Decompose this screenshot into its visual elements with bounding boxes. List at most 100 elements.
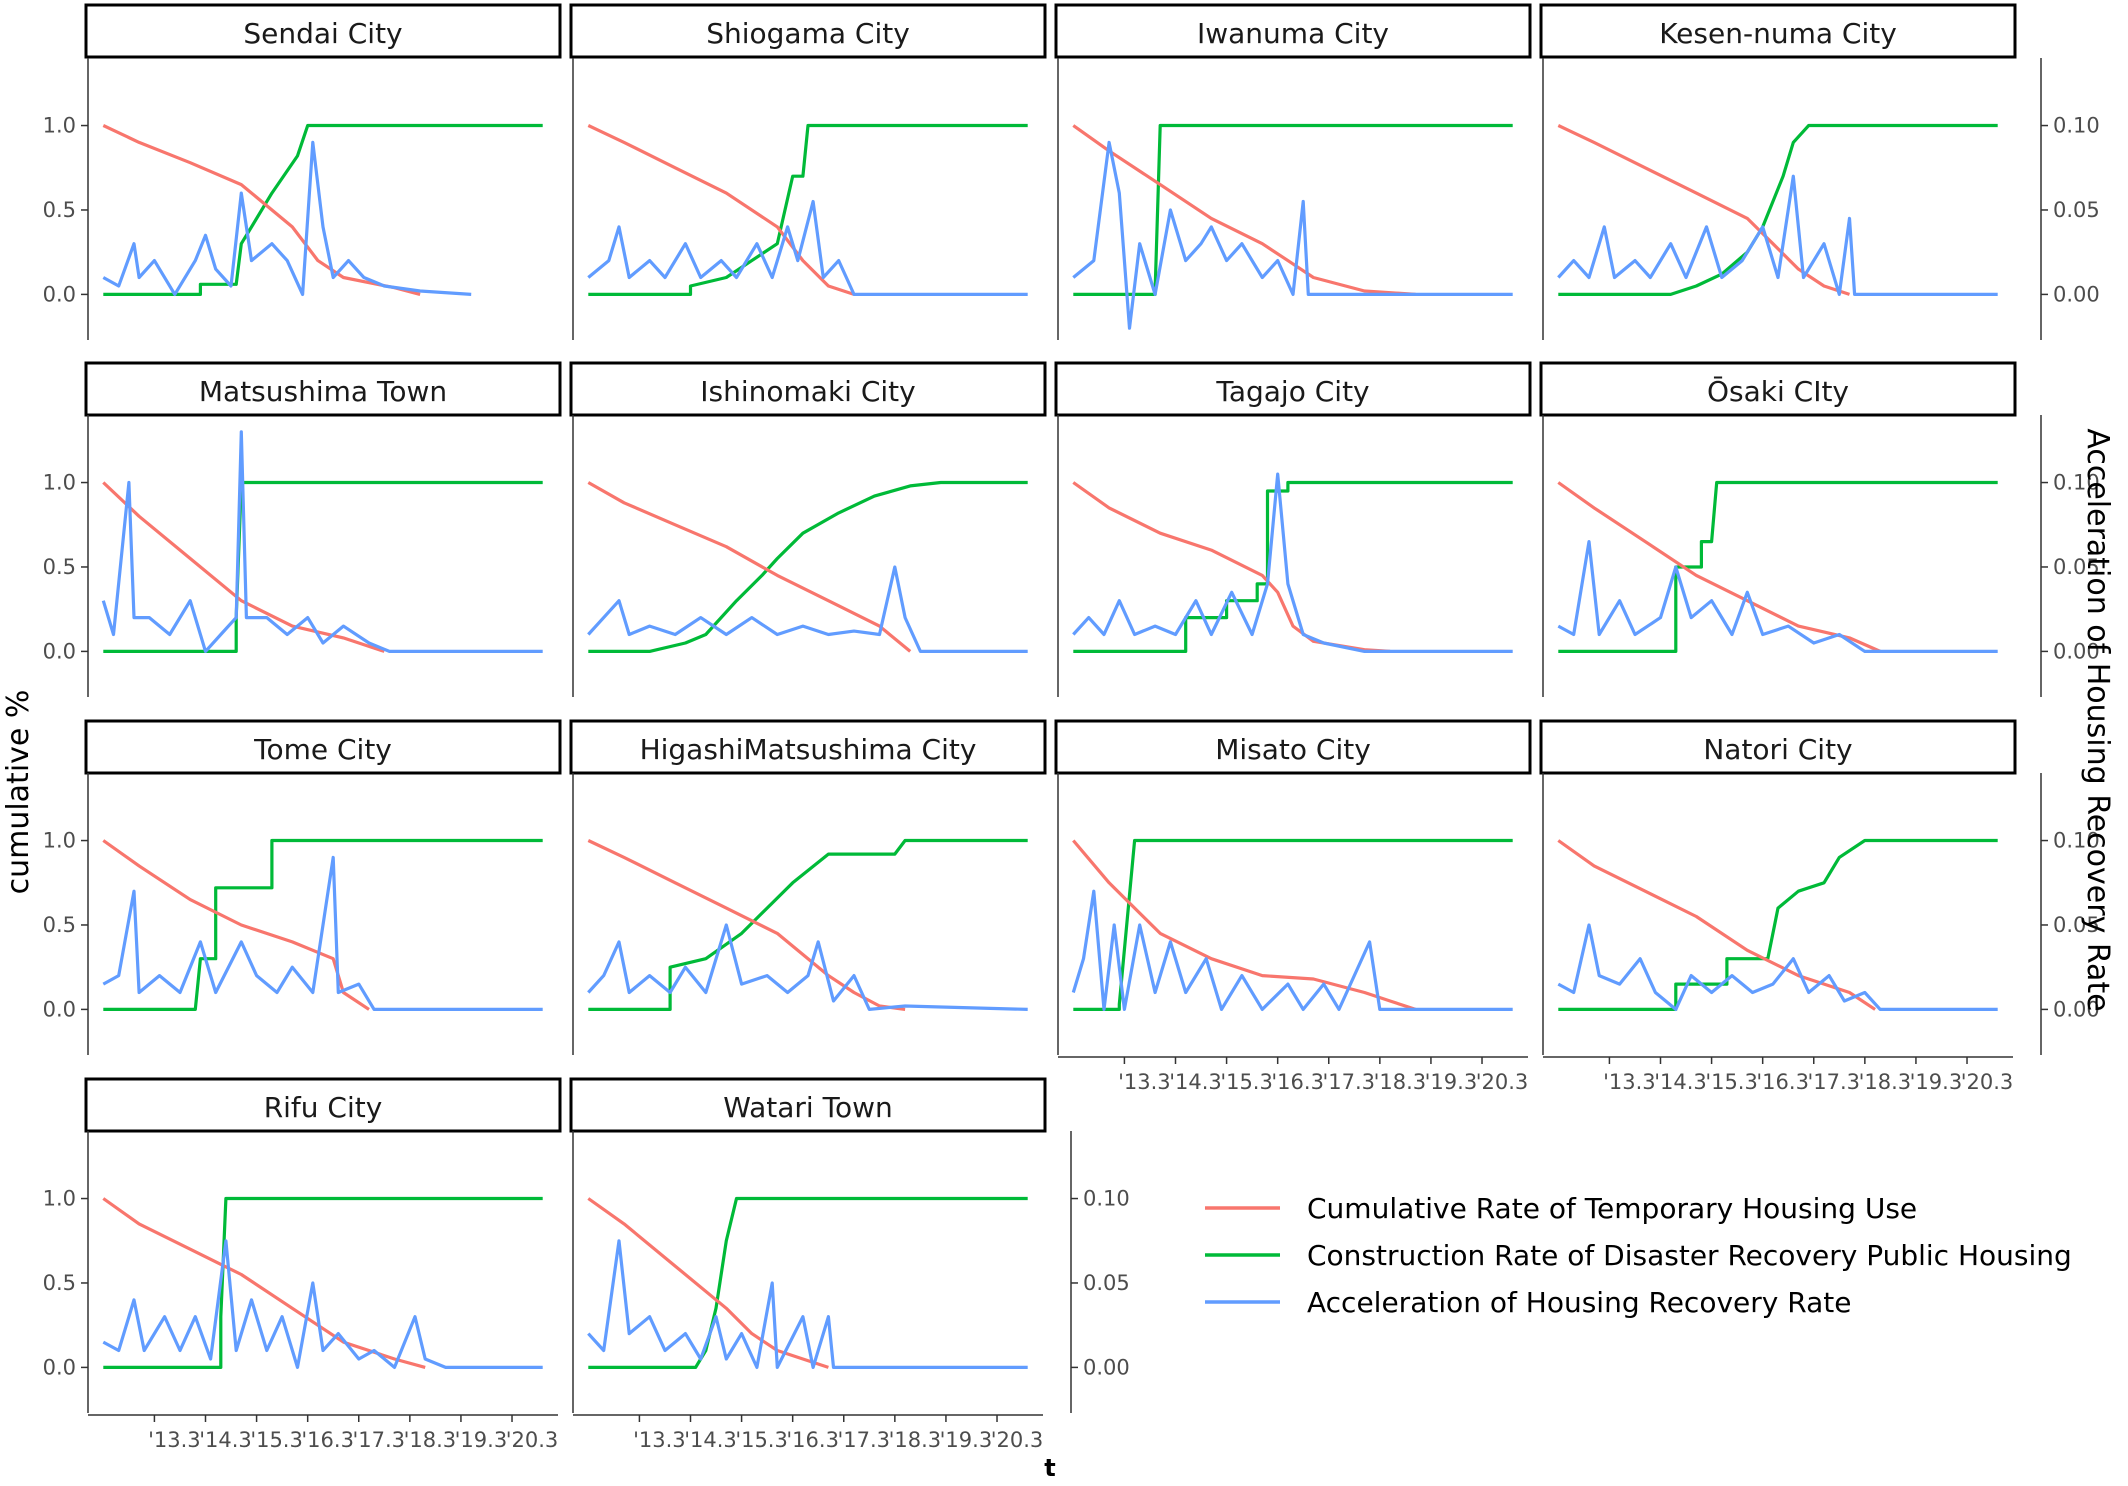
series-acceleration-line xyxy=(587,1239,1028,1369)
x-tick-label: '20.3 xyxy=(506,1428,559,1452)
y-left-tick-label: 0.0 xyxy=(43,639,76,663)
panel-strip xyxy=(84,361,562,417)
panel-strip xyxy=(569,3,1047,59)
series-cumulative-line xyxy=(587,839,906,1011)
series-acceleration-line xyxy=(587,923,1028,1011)
panel-6: Ishinomaki City xyxy=(569,361,1047,697)
series-acceleration-line xyxy=(1557,540,1998,653)
panel-14: Watari Town0.000.050.10'13.3'14.3'15.3'1… xyxy=(569,1077,1130,1452)
y-left-tick-label: 0.5 xyxy=(43,1271,76,1295)
series-cumulative-line xyxy=(102,1197,426,1369)
panel-strip xyxy=(569,361,1047,417)
x-tick-label: '19.3 xyxy=(940,1428,993,1452)
y-right-tick-label: 0.05 xyxy=(2053,555,2100,579)
y-axis-right-title: Acceleration of Housing Recovery Rate xyxy=(2080,428,2115,1011)
series-construction-line xyxy=(588,480,1028,653)
panel-strip xyxy=(569,719,1047,775)
series-cumulative-line xyxy=(587,124,855,296)
legend-label-construction: Construction Rate of Disaster Recovery P… xyxy=(1307,1239,2072,1272)
series-acceleration-line xyxy=(102,855,543,1011)
series-acceleration-line xyxy=(587,565,1028,653)
panel-9: Tome City 0.0 0.5 1.0 xyxy=(43,719,562,1055)
panel-title: Ōsaki CIty xyxy=(1707,374,1849,408)
series-acceleration-line xyxy=(587,199,1028,296)
panel-2: Shiogama City xyxy=(569,3,1047,340)
series-construction-line xyxy=(1073,123,1513,296)
series-construction-line xyxy=(103,1196,543,1369)
panel-13: Rifu City0.00.51.0'13.3'14.3'15.3'16.3'1… xyxy=(43,1077,562,1452)
panel-5: Matsushima Town 0.0 0.5 1.0 xyxy=(43,361,562,697)
panel-strip xyxy=(1054,361,1532,417)
x-tick-label: '19.3 xyxy=(1910,1070,1963,1094)
panel-strip xyxy=(84,1077,562,1133)
x-tick-label: '18.3 xyxy=(889,1428,942,1452)
series-construction-line xyxy=(588,838,1028,1011)
series-acceleration-line xyxy=(1557,923,1998,1011)
x-tick-label: '20.3 xyxy=(991,1428,1044,1452)
panel-title: Natori City xyxy=(1703,733,1852,766)
y-right-tick-label: 0.10 xyxy=(2053,829,2100,853)
series-cumulative-line xyxy=(102,839,370,1011)
series-construction-line xyxy=(588,123,1028,296)
x-tick-label: '13.3 xyxy=(1118,1070,1171,1094)
series-acceleration-line xyxy=(1072,472,1513,653)
series-acceleration-line xyxy=(101,430,543,653)
panel-3: Iwanuma City xyxy=(1054,3,1532,340)
y-left-tick-label: 0.5 xyxy=(43,913,76,937)
y-right-tick-label: 0.05 xyxy=(2053,198,2100,222)
series-cumulative-line xyxy=(1072,124,1416,296)
x-tick-label: '17.3 xyxy=(1322,1070,1375,1094)
x-tick-label: '15.3 xyxy=(1705,1070,1758,1094)
panel-strip xyxy=(1539,361,2017,417)
legend-label-cumulative: Cumulative Rate of Temporary Housing Use xyxy=(1307,1192,1917,1225)
panel-title: Sendai City xyxy=(243,17,402,50)
y-right-tick-label: 0.10 xyxy=(2053,114,2100,138)
series-acceleration-line xyxy=(1071,889,1513,1011)
series-acceleration-line xyxy=(1072,140,1513,330)
panel-strip xyxy=(1539,3,2017,59)
panel-title: Iwanuma City xyxy=(1197,17,1389,50)
series-cumulative-line xyxy=(1072,481,1391,653)
y-right-tick-label: 0.00 xyxy=(2053,639,2100,663)
y-right-tick-label: 0.10 xyxy=(2053,471,2100,495)
x-tick-label: '19.3 xyxy=(1425,1070,1478,1094)
panel-strip xyxy=(1054,3,1532,59)
x-tick-label: '20.3 xyxy=(1476,1070,1529,1094)
series-construction-line xyxy=(1073,480,1513,653)
series-acceleration-line xyxy=(1557,174,1998,296)
series-cumulative-line xyxy=(1072,839,1417,1011)
x-tick-label: '20.3 xyxy=(1961,1070,2014,1094)
x-tick-label: '14.3 xyxy=(684,1428,737,1452)
y-right-tick-label: 0.05 xyxy=(1083,1271,1130,1295)
panel-8: Ōsaki CIty 0.00 0.05 0.10 xyxy=(1539,361,2100,697)
x-tick-label: '19.3 xyxy=(455,1428,508,1452)
panel-title: Ishinomaki City xyxy=(700,375,915,408)
panel-title: Misato City xyxy=(1215,733,1371,766)
series-cumulative-line xyxy=(587,481,912,653)
panel-title: HigashiMatsushima City xyxy=(640,733,977,766)
y-axis-left-title: cumulative % xyxy=(1,690,36,895)
x-tick-label: '18.3 xyxy=(1374,1070,1427,1094)
panel-title: Tagajo City xyxy=(1215,375,1369,408)
panel-11: Misato City '13.3'14.3'15.3'16.3'17.3'18.… xyxy=(1054,719,1532,1094)
panel-strip xyxy=(1054,719,1532,775)
x-tick-label: '18.3 xyxy=(404,1428,457,1452)
x-tick-label: '14.3 xyxy=(1169,1070,1222,1094)
x-tick-label: '18.3 xyxy=(1859,1070,1912,1094)
series-cumulative-line xyxy=(587,1197,829,1369)
panel-10: HigashiMatsushima City xyxy=(569,719,1047,1055)
panel-7: Tagajo City xyxy=(1054,361,1532,697)
series-construction-line xyxy=(103,838,543,1011)
x-tick-label: '16.3 xyxy=(786,1428,839,1452)
x-tick-label: '17.3 xyxy=(352,1428,405,1452)
legend: Cumulative Rate of Temporary Housing Use… xyxy=(1205,1192,2072,1319)
panel-strip xyxy=(84,719,562,775)
panel-1: Sendai City 0.0 0.5 1.0 xyxy=(43,3,562,340)
x-axis-title: t xyxy=(1044,1454,1055,1482)
x-tick-label: '16.3 xyxy=(1756,1070,1809,1094)
x-tick-label: '17.3 xyxy=(1807,1070,1860,1094)
y-right-tick-label: 0.00 xyxy=(2053,282,2100,306)
series-construction-line xyxy=(1558,480,1998,653)
panel-strip xyxy=(569,1077,1047,1133)
